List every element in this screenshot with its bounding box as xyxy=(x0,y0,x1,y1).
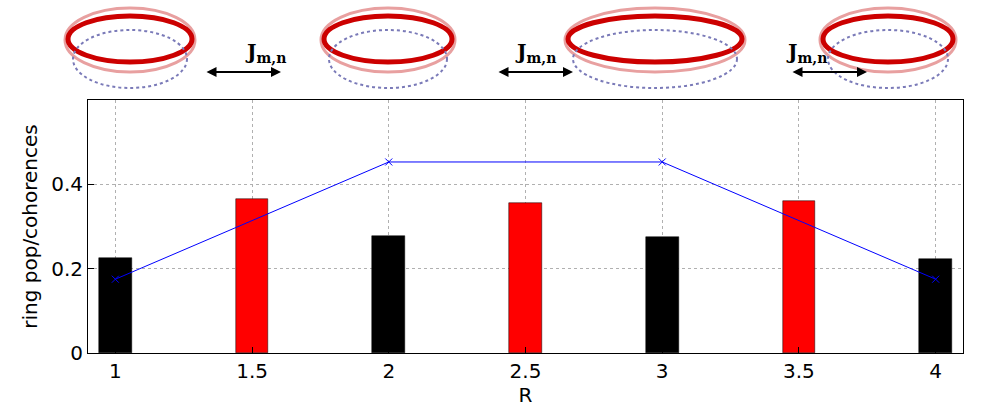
svg-text:0.2: 0.2 xyxy=(51,257,83,281)
svg-text:3: 3 xyxy=(656,359,669,383)
svg-text:R: R xyxy=(519,383,533,407)
svg-text:1.5: 1.5 xyxy=(236,359,268,383)
svg-text:3.5: 3.5 xyxy=(783,359,815,383)
svg-text:2.5: 2.5 xyxy=(510,359,542,383)
svg-text:J​m,n​: J​m,n​ xyxy=(786,40,827,66)
svg-text:4: 4 xyxy=(929,359,942,383)
svg-text:0: 0 xyxy=(70,341,83,365)
svg-text:J​m,n​: J​m,n​ xyxy=(515,40,556,66)
svg-text:ring pop/cohorences: ring pop/cohorences xyxy=(18,124,42,329)
svg-text:J​m,n​: J​m,n​ xyxy=(245,40,286,66)
svg-text:1: 1 xyxy=(109,359,122,383)
svg-text:0.4: 0.4 xyxy=(51,172,83,196)
svg-text:2: 2 xyxy=(382,359,395,383)
